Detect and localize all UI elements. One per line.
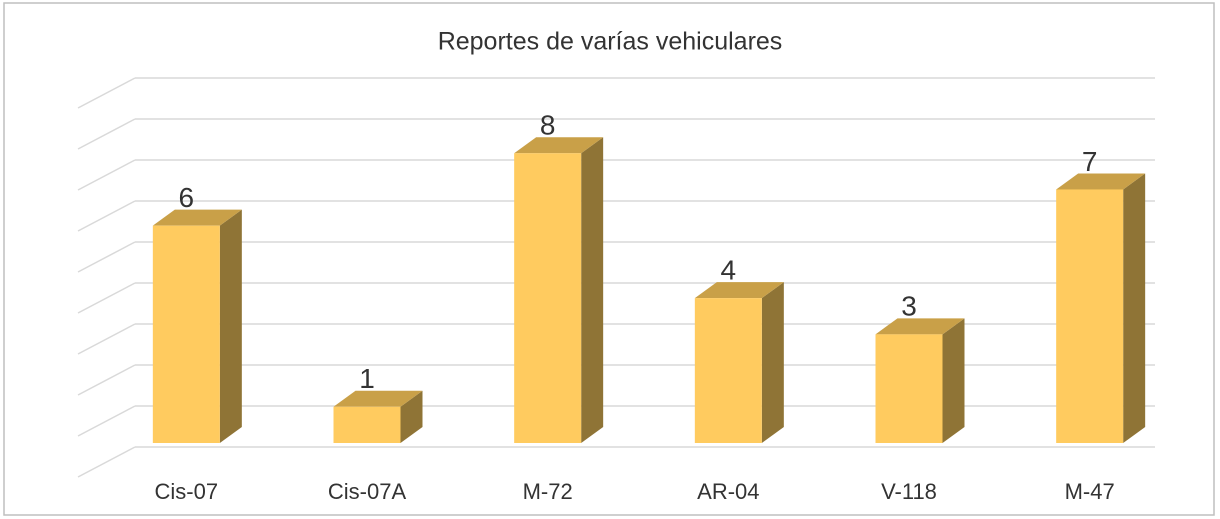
bar <box>514 153 582 443</box>
side-grid-line <box>77 446 136 478</box>
data-label: 7 <box>1082 146 1098 177</box>
bar-top <box>514 137 604 154</box>
data-label: 6 <box>179 182 195 213</box>
data-label: 8 <box>540 110 556 141</box>
bar-top <box>152 209 242 226</box>
bar <box>875 334 943 443</box>
side-grid-line <box>77 405 136 437</box>
side-grid-line <box>77 200 136 232</box>
bar-top <box>694 282 784 299</box>
bar <box>1056 189 1124 443</box>
side-grid-line <box>77 118 136 150</box>
bar <box>152 225 220 443</box>
bar-side <box>1123 173 1146 443</box>
bar <box>694 298 762 443</box>
bar-side <box>581 137 604 443</box>
data-label: 4 <box>721 255 737 286</box>
side-grid-line <box>77 323 136 355</box>
x-tick-label: AR-04 <box>697 479 759 504</box>
side-grid-line <box>77 364 136 396</box>
x-tick-label: Cis-07A <box>328 479 407 504</box>
bar-side <box>761 282 784 443</box>
side-grid-line <box>77 282 136 314</box>
bar-side <box>942 318 965 443</box>
side-grid-line <box>77 159 136 191</box>
chart-title: Reportes de varías vehiculares <box>438 28 783 56</box>
bar-side <box>400 390 423 443</box>
side-grid-line <box>77 241 136 273</box>
side-grid-line <box>77 77 136 109</box>
bar-side <box>219 209 242 443</box>
x-tick-label: M-72 <box>523 479 573 504</box>
bar-top <box>333 390 423 407</box>
bar <box>333 406 401 443</box>
bar-top <box>1056 173 1146 190</box>
data-label: 3 <box>901 291 917 322</box>
bar-top <box>875 318 965 335</box>
x-tick-label: Cis-07 <box>155 479 219 504</box>
x-tick-label: V-118 <box>881 479 937 504</box>
data-label: 1 <box>359 363 375 394</box>
x-tick-label: M-47 <box>1065 479 1115 504</box>
